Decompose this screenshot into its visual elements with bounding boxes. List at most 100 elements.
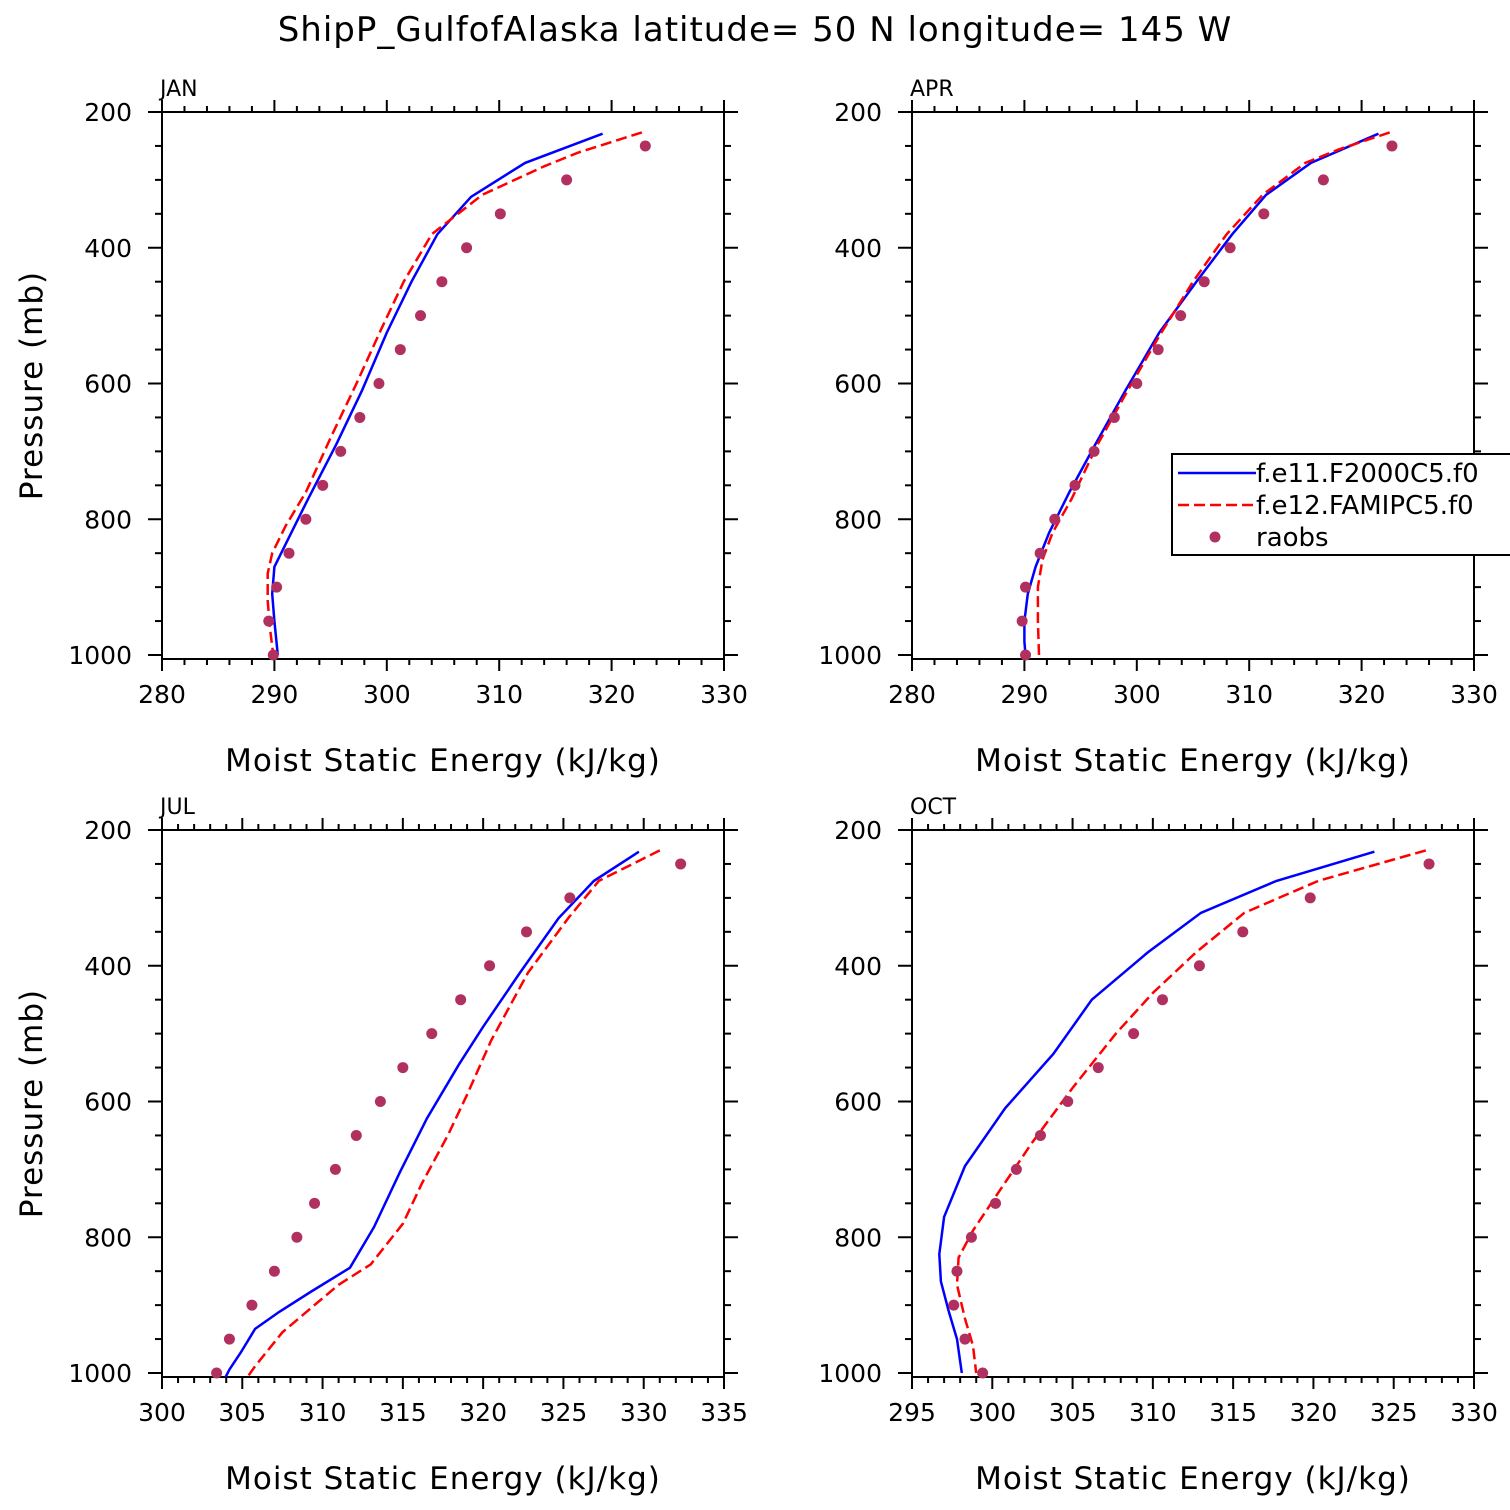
raobs-point <box>1156 994 1168 1006</box>
x-tick-label: 310 <box>1129 1398 1177 1427</box>
x-tick-label: 330 <box>1450 1398 1498 1427</box>
y-tick-label: 200 <box>84 816 132 845</box>
raobs-point <box>246 1299 258 1311</box>
raobs-point <box>211 1367 223 1379</box>
f2000c5-line <box>270 132 604 656</box>
x-tick-label: 310 <box>475 680 523 709</box>
x-tick-label: 315 <box>379 1398 427 1427</box>
raobs-point <box>1193 960 1205 972</box>
raobs-point <box>1108 411 1120 423</box>
x-axis-label: Moist Static Energy (kJ/kg) <box>975 743 1411 779</box>
raobs-point <box>1224 242 1236 254</box>
raobs-point <box>564 892 576 904</box>
x-tick-label: 300 <box>968 1398 1016 1427</box>
y-tick-label: 400 <box>834 952 882 981</box>
raobs-point <box>374 1096 386 1107</box>
raobs-point <box>263 615 275 627</box>
plot-frame <box>161 111 725 660</box>
famipc5-line <box>1036 131 1391 656</box>
raobs-point <box>354 411 366 423</box>
famipc5-line <box>955 849 1427 1374</box>
legend-label: f.e12.FAMIPC5.f0 <box>1256 491 1474 521</box>
raobs-point <box>350 1129 362 1141</box>
raobs-point <box>1258 208 1270 220</box>
y-axis-label: Pressure (mb) <box>14 271 50 500</box>
y-tick-label: 400 <box>84 952 132 981</box>
raobs-point <box>520 926 532 938</box>
raobs-point <box>1010 1163 1022 1175</box>
raobs-point <box>271 581 283 593</box>
raobs-point <box>455 994 467 1006</box>
legend-marker <box>1209 531 1221 543</box>
series-group <box>1023 131 1391 656</box>
raobs-point <box>1020 649 1032 661</box>
x-tick-label: 290 <box>251 680 299 709</box>
y-tick-label: 1000 <box>68 1359 132 1388</box>
raobs-point <box>1049 513 1061 525</box>
raobs-point <box>675 858 687 870</box>
legend-label: f.e11.F2000C5.f0 <box>1256 459 1479 489</box>
panel-label: APR <box>910 77 954 102</box>
y-tick-label: 600 <box>834 370 882 399</box>
x-tick-label: 320 <box>588 680 636 709</box>
y-tick-label: 200 <box>84 98 132 127</box>
raobs-point <box>965 1231 977 1243</box>
f2000c5-line <box>1023 132 1379 656</box>
panel-jan: JAN 280 290 300 310 320 330 200 400 600 800 1000 Moi… <box>14 77 748 779</box>
y-tick-label: 800 <box>834 505 882 534</box>
y-tick-label: 400 <box>84 234 132 263</box>
series-group <box>266 131 643 656</box>
raobs-point <box>291 1231 303 1243</box>
raobs-point <box>394 344 406 356</box>
page-title: ShipP_GulfofAlaska latitude= 50 N longit… <box>277 10 1233 50</box>
raobs-point <box>300 513 312 525</box>
x-tick-label: 295 <box>888 1398 936 1427</box>
raobs-point <box>1386 140 1398 152</box>
x-tick-label: 290 <box>1001 680 1049 709</box>
raobs-point <box>959 1333 971 1345</box>
raobs-point <box>223 1333 235 1345</box>
raobs-point <box>1128 1028 1140 1040</box>
y-tick-label: 400 <box>834 234 882 263</box>
x-tick-label: 330 <box>700 680 748 709</box>
raobs-point <box>989 1197 1001 1209</box>
panel-label: JAN <box>158 77 198 102</box>
x-tick-label: 280 <box>138 680 186 709</box>
raobs-point <box>373 378 385 389</box>
plot-frame <box>161 829 725 1378</box>
raobs-point <box>415 310 427 322</box>
raobs-point <box>1317 174 1329 186</box>
famipc5-line <box>245 849 661 1377</box>
x-tick-label: 325 <box>1370 1398 1418 1427</box>
panel-label: JUL <box>158 795 196 820</box>
raobs-point <box>1069 479 1081 491</box>
y-tick-label: 200 <box>834 98 882 127</box>
x-tick-label: 310 <box>299 1398 347 1427</box>
x-tick-label: 300 <box>1113 680 1161 709</box>
raobs-point <box>1034 547 1046 559</box>
raobs-point <box>436 276 448 288</box>
y-tick-label: 1000 <box>818 1359 882 1388</box>
x-tick-label: 335 <box>700 1398 748 1427</box>
y-tick-label: 600 <box>84 1088 132 1117</box>
raobs-point <box>639 140 651 152</box>
x-axis-label: Moist Static Energy (kJ/kg) <box>225 743 661 779</box>
y-tick-label: 1000 <box>818 641 882 670</box>
plot-frame <box>911 111 1475 660</box>
x-tick-label: 320 <box>1290 1398 1338 1427</box>
y-tick-label: 800 <box>84 1223 132 1252</box>
raobs-point <box>1088 445 1100 457</box>
raobs-point <box>1304 892 1316 904</box>
f2000c5-line <box>224 850 640 1377</box>
y-tick-label: 800 <box>84 505 132 534</box>
y-tick-label: 800 <box>834 1223 882 1252</box>
x-tick-label: 330 <box>620 1398 668 1427</box>
x-tick-label: 305 <box>1049 1398 1097 1427</box>
raobs-point <box>1016 615 1028 627</box>
legend-label: raobs <box>1256 523 1329 553</box>
raobs-point <box>335 445 347 457</box>
raobs-point <box>1152 344 1164 356</box>
raobs-point <box>977 1367 989 1379</box>
x-tick-label: 280 <box>888 680 936 709</box>
